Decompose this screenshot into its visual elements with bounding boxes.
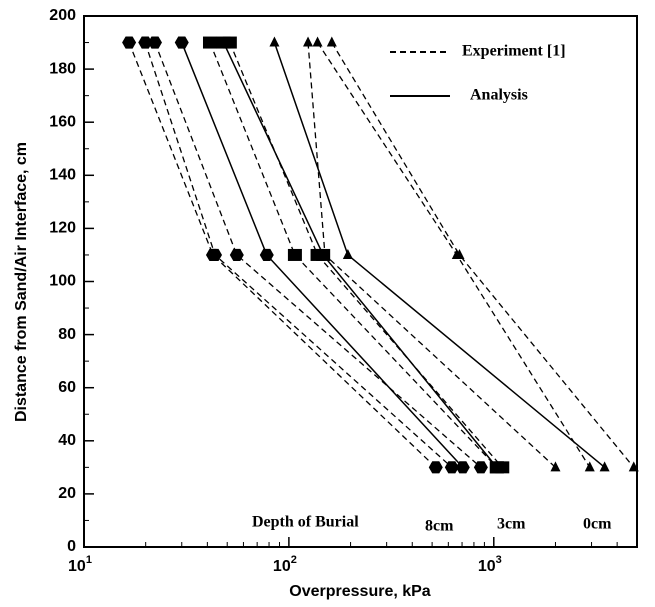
experiment-line [128, 42, 437, 468]
y-tick-label: 100 [49, 273, 76, 290]
marker [216, 36, 231, 49]
y-tick-label: 140 [49, 167, 76, 184]
x-tick-exponent: 1 [86, 554, 92, 566]
marker [202, 36, 217, 49]
x-tick-base: 10 [478, 558, 496, 575]
marker [138, 36, 153, 49]
experiment-line [331, 42, 635, 468]
y-tick-label: 0 [67, 538, 76, 555]
marker [147, 36, 162, 49]
y-tick-label: 20 [58, 485, 76, 502]
experiment-line [317, 42, 591, 468]
y-tick-label: 120 [49, 220, 76, 237]
marker [312, 36, 323, 47]
experiment-line [154, 42, 482, 468]
x-axis-label: Overpressure, kPa [289, 583, 431, 600]
legend-label: Experiment [1] [462, 43, 566, 60]
marker [455, 461, 470, 474]
annotation: 0cm [583, 516, 612, 533]
marker [628, 461, 639, 472]
marker [444, 461, 459, 474]
x-tick-label: 102 [273, 554, 297, 575]
x-tick-exponent: 2 [291, 554, 297, 566]
x-tick-label: 103 [478, 554, 502, 575]
marker [473, 461, 488, 474]
y-axis-label: Distance from Sand/Air Interface, cm [13, 142, 30, 422]
marker [229, 248, 244, 262]
y-tick-label: 200 [49, 7, 76, 24]
x-tick-base: 10 [273, 558, 291, 575]
y-tick-label: 80 [58, 326, 76, 343]
y-tick-label: 160 [49, 113, 76, 130]
marker [269, 36, 280, 47]
y-tick-label: 40 [58, 432, 76, 449]
annotation: Depth of Burial [252, 514, 359, 531]
legend-label: Analysis [470, 87, 528, 104]
annotation: 8cm [425, 518, 454, 535]
y-tick-label: 60 [58, 379, 76, 396]
marker [342, 248, 353, 259]
marker [584, 461, 595, 472]
marker [489, 461, 504, 474]
x-tick-label: 101 [68, 554, 92, 575]
marker [428, 461, 443, 474]
marker [550, 461, 561, 472]
marker [326, 36, 337, 47]
y-tick-label: 180 [49, 60, 76, 77]
marker [454, 248, 465, 259]
marker [259, 248, 274, 262]
experiment-line [209, 42, 498, 468]
x-tick-exponent: 3 [496, 554, 502, 566]
marker [316, 248, 331, 261]
x-tick-base: 10 [68, 558, 86, 575]
marker [174, 36, 189, 49]
marker [599, 461, 610, 472]
marker [303, 36, 314, 47]
marker [287, 248, 302, 261]
marker [208, 248, 223, 262]
marker [122, 36, 137, 49]
annotation: 3cm [497, 516, 526, 533]
